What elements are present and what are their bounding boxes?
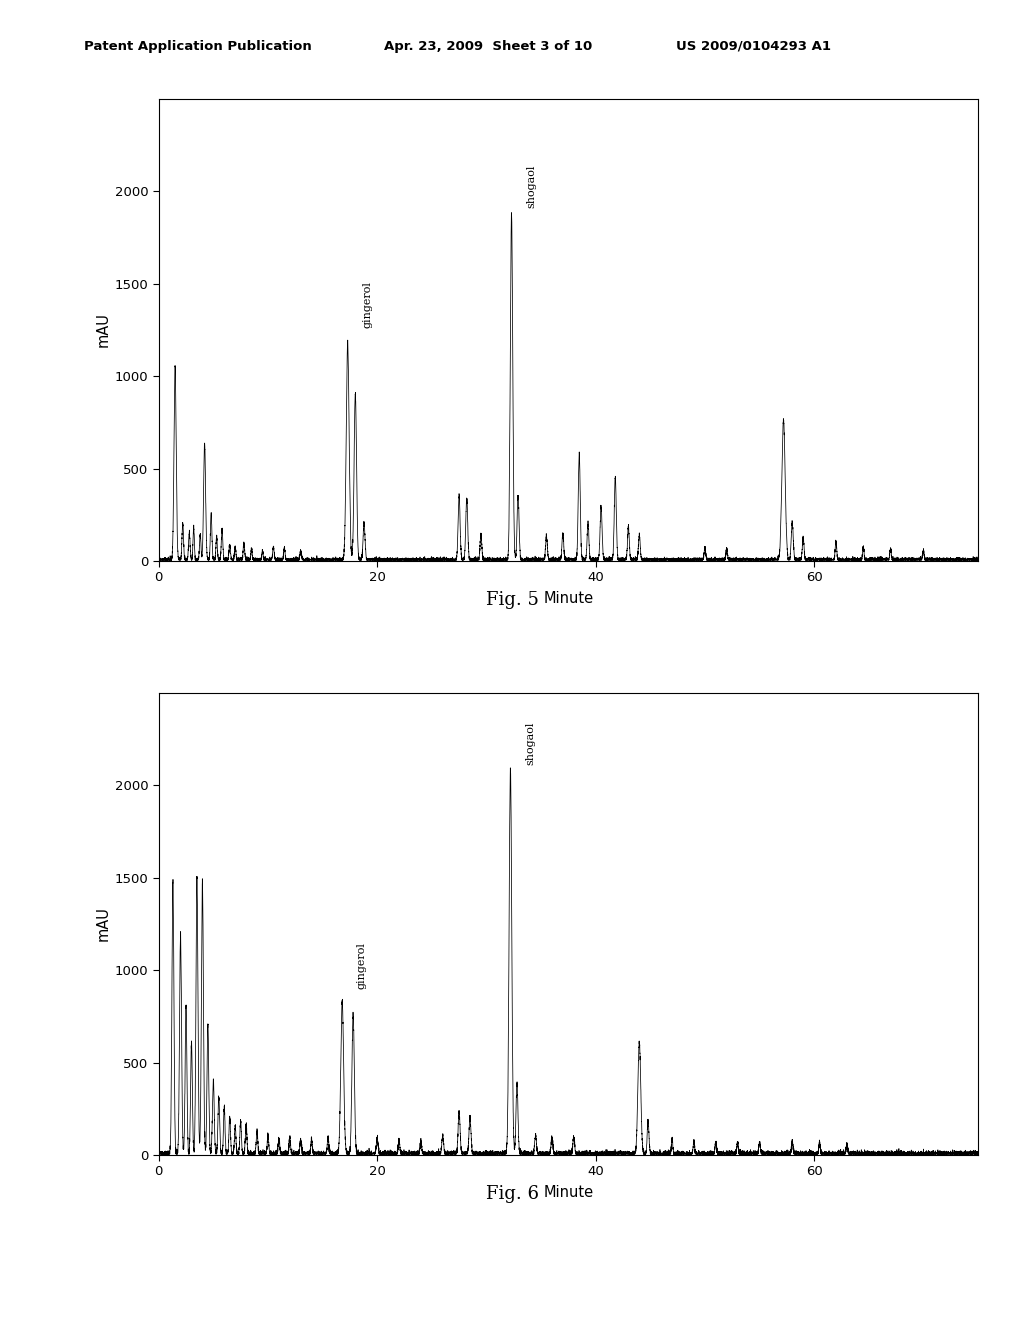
Text: Patent Application Publication: Patent Application Publication <box>84 40 311 53</box>
X-axis label: Minute: Minute <box>544 1185 593 1200</box>
Text: US 2009/0104293 A1: US 2009/0104293 A1 <box>676 40 830 53</box>
Text: shogaol: shogaol <box>526 165 537 209</box>
Text: shogaol: shogaol <box>525 722 536 766</box>
Y-axis label: mAU: mAU <box>95 907 111 941</box>
Text: Apr. 23, 2009  Sheet 3 of 10: Apr. 23, 2009 Sheet 3 of 10 <box>384 40 592 53</box>
Text: gingerol: gingerol <box>357 941 367 989</box>
Y-axis label: mAU: mAU <box>95 313 111 347</box>
X-axis label: Minute: Minute <box>544 591 593 606</box>
Text: gingerol: gingerol <box>362 281 373 329</box>
Text: Fig. 6: Fig. 6 <box>485 1184 539 1203</box>
Text: Fig. 5: Fig. 5 <box>485 590 539 609</box>
